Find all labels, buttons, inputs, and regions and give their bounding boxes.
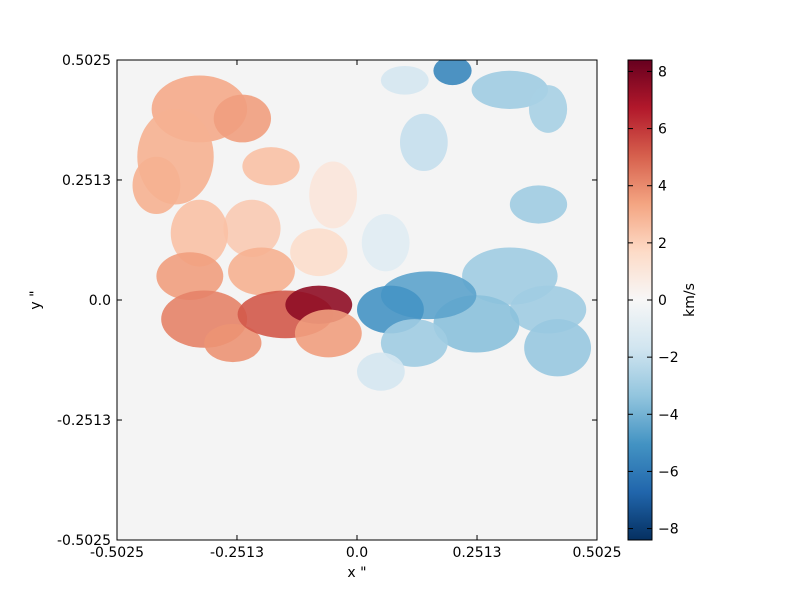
- velocity-region: [290, 228, 348, 277]
- y-tick-label: -0.5025: [57, 533, 111, 549]
- colorbar-tick-label: 4: [658, 179, 667, 195]
- velocity-regions: [132, 60, 592, 391]
- y-axis-label: y ": [28, 290, 44, 309]
- colorbar-tick-label: 6: [658, 122, 667, 138]
- velocity-region: [528, 85, 568, 133]
- x-tick-label: 0.0: [346, 545, 368, 561]
- velocity-region: [357, 352, 405, 391]
- velocity-region: [361, 214, 410, 272]
- velocity-region: [380, 65, 429, 95]
- velocity-region: [399, 113, 448, 172]
- velocity-region: [213, 94, 272, 143]
- velocity-region: [170, 199, 229, 267]
- velocity-region: [204, 323, 262, 363]
- x-tick-label: -0.2513: [210, 545, 264, 561]
- colorbar-tick-label: −8: [658, 522, 679, 538]
- x-tick-label: -0.5025: [90, 545, 144, 561]
- colorbar-tick-label: 2: [658, 236, 667, 252]
- colorbar-tick-label: −6: [658, 464, 679, 480]
- velocity-region: [223, 199, 281, 258]
- velocity-region: [509, 185, 568, 224]
- velocity-region: [471, 70, 549, 109]
- velocity-region: [524, 319, 592, 377]
- velocity-region: [242, 147, 300, 186]
- x-tick-label: 0.5025: [573, 545, 622, 561]
- velocity-region: [294, 309, 362, 358]
- y-tick-label: 0.0: [89, 293, 111, 309]
- y-tick-label: 0.2513: [62, 173, 111, 189]
- y-tick-label: -0.2513: [57, 413, 111, 429]
- colorbar-tick-label: 8: [658, 64, 667, 80]
- x-tick-label: 0.2513: [453, 545, 502, 561]
- velocity-region: [433, 60, 472, 86]
- velocity-region: [309, 161, 358, 229]
- colorbar-tick-label: 0: [658, 293, 667, 309]
- velocity-region: [156, 252, 224, 300]
- colorbar-tick-label: −4: [658, 407, 679, 423]
- colorbar-tick-label: −2: [658, 350, 679, 366]
- velocity-region: [228, 247, 295, 296]
- colorbar-label: km/s: [682, 283, 698, 317]
- x-axis-label: x ": [347, 565, 366, 581]
- velocity-region: [380, 319, 448, 367]
- y-tick-label: 0.5025: [62, 53, 111, 69]
- velocity-region: [132, 156, 181, 215]
